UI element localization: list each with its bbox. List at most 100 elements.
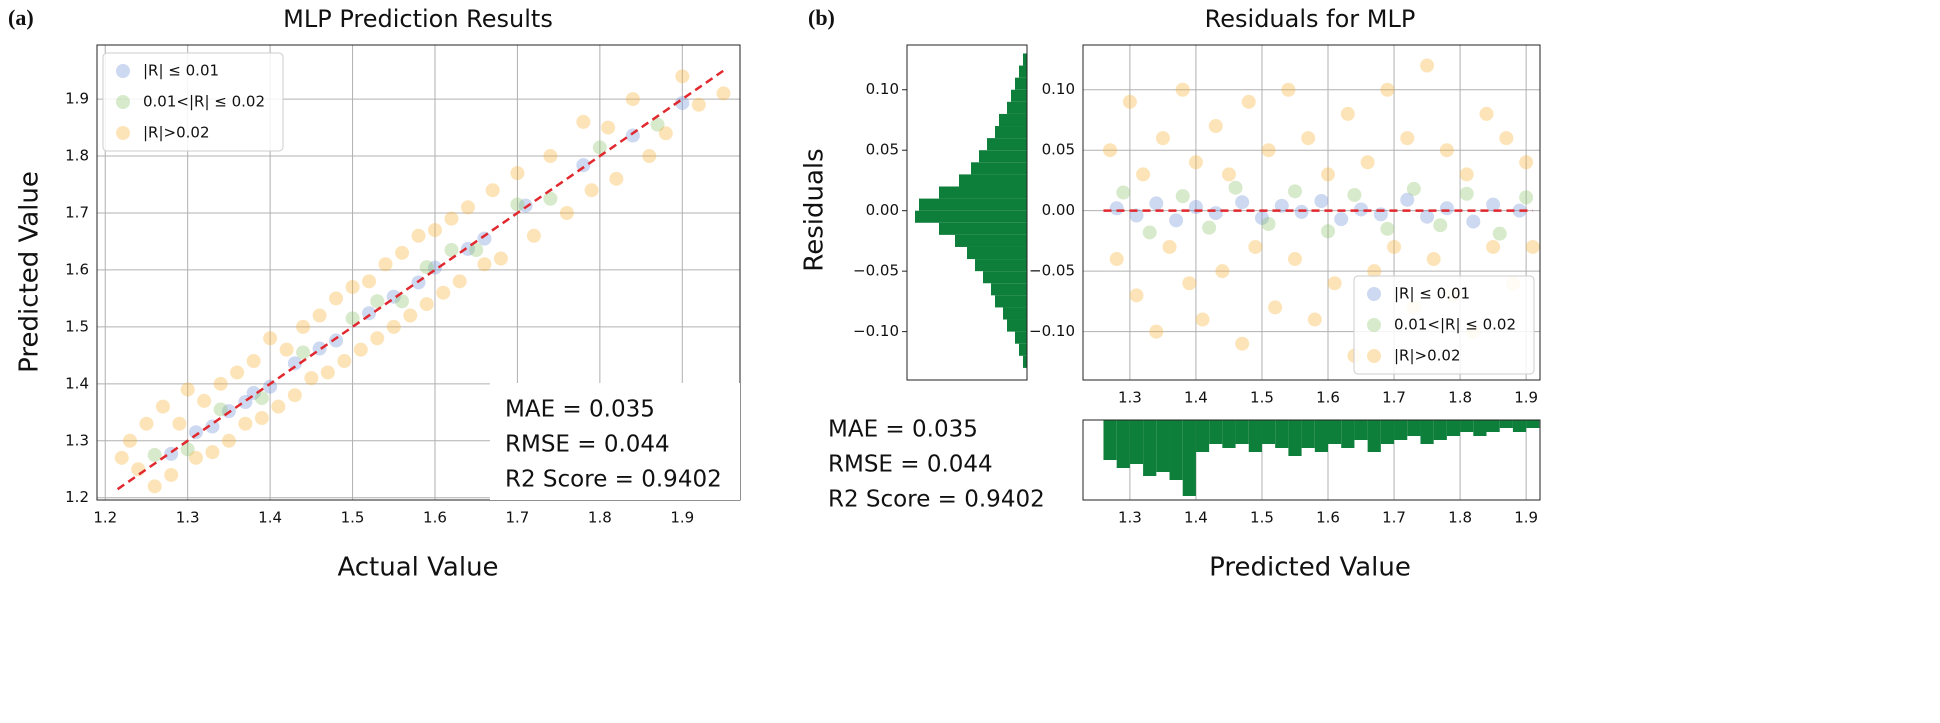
point	[436, 285, 451, 300]
y-tick-label: 1.8	[65, 147, 89, 165]
point	[1439, 143, 1454, 158]
point	[296, 319, 311, 334]
axes-frame	[1082, 419, 1541, 501]
bar	[1328, 420, 1342, 444]
bar	[1103, 420, 1117, 460]
chart-title: MLP Prediction Results	[283, 5, 553, 33]
y-axis-label: Predicted Value	[15, 171, 45, 373]
point	[205, 419, 220, 434]
legend-box	[1353, 275, 1535, 375]
point	[601, 120, 616, 135]
point	[510, 197, 525, 212]
y-tick-label: 1.6	[65, 260, 89, 278]
point	[122, 433, 137, 448]
y-tick-label: 0.10	[1042, 80, 1075, 98]
point	[510, 166, 525, 181]
x-axis-label: Actual Value	[337, 553, 498, 583]
point	[287, 388, 302, 403]
panel-label: (b)	[808, 5, 835, 30]
point	[1195, 312, 1210, 327]
bar	[1015, 331, 1027, 344]
point	[1420, 209, 1435, 224]
legend-marker	[1367, 349, 1381, 363]
y-tick-label: 1.4	[65, 374, 89, 392]
point	[419, 260, 434, 275]
point	[1235, 195, 1250, 210]
point	[114, 450, 129, 465]
bar	[995, 126, 1027, 139]
legend-box	[102, 52, 284, 152]
y-tick-label: 0.10	[866, 80, 899, 98]
reference-line	[116, 69, 725, 491]
legend-marker	[1367, 287, 1381, 301]
x-axis-label: Predicted Value	[1209, 553, 1411, 583]
point	[1499, 131, 1514, 146]
bar	[1011, 89, 1027, 102]
y-tick-label: 0.05	[866, 141, 899, 159]
point	[1327, 276, 1342, 291]
point	[658, 126, 673, 141]
point	[576, 114, 591, 129]
bar	[959, 174, 1027, 187]
bar	[1288, 420, 1302, 456]
bar	[1499, 420, 1513, 428]
point	[147, 448, 162, 463]
bar	[1433, 420, 1447, 440]
point	[584, 183, 599, 198]
point	[592, 140, 607, 155]
point	[650, 117, 665, 132]
point	[1268, 300, 1283, 315]
point	[1149, 324, 1164, 339]
point	[411, 228, 426, 243]
bar	[983, 271, 1027, 284]
point	[353, 342, 368, 357]
annotation: R2 Score = 0.9402	[505, 467, 722, 493]
bar	[1341, 420, 1355, 448]
bar	[1235, 420, 1249, 444]
point	[263, 331, 278, 346]
point	[395, 294, 410, 309]
bar	[967, 246, 1027, 260]
annotation: MAE = 0.035	[828, 417, 978, 443]
y-tick-label: −0.05	[853, 262, 899, 280]
point	[1486, 239, 1501, 254]
point	[460, 200, 475, 215]
point	[1188, 200, 1203, 215]
point	[180, 442, 195, 457]
x-tick-label: 1.3	[1118, 389, 1142, 407]
point	[1380, 221, 1395, 236]
x-tick-label: 1.4	[258, 509, 282, 527]
point	[1439, 201, 1454, 216]
point	[1314, 194, 1329, 209]
point	[1360, 155, 1375, 170]
x-tick-label: 1.3	[176, 509, 200, 527]
x-tick-label: 1.8	[588, 509, 612, 527]
annotation-box	[490, 383, 740, 500]
y-axis-label: Residuals	[800, 148, 830, 271]
bar	[1301, 420, 1315, 448]
point	[1175, 189, 1190, 204]
point	[642, 149, 657, 164]
point	[675, 96, 690, 111]
x-tick-label: 1.5	[341, 509, 365, 527]
point	[1182, 276, 1197, 291]
point	[1426, 252, 1441, 267]
point	[221, 433, 236, 448]
bar	[999, 113, 1027, 127]
point	[1400, 131, 1415, 146]
point	[1486, 197, 1501, 212]
bar	[1003, 307, 1027, 320]
y-tick-label: 1.3	[65, 431, 89, 449]
point	[188, 450, 203, 465]
point	[452, 274, 467, 289]
x-tick-label: 1.8	[1448, 509, 1472, 527]
bar	[1182, 420, 1196, 496]
point	[403, 308, 418, 323]
y-tick-label: 1.9	[65, 90, 89, 108]
point	[197, 393, 212, 408]
x-tick-label: 1.9	[1514, 389, 1538, 407]
point	[493, 251, 508, 266]
point	[172, 416, 187, 431]
point	[1162, 239, 1177, 254]
